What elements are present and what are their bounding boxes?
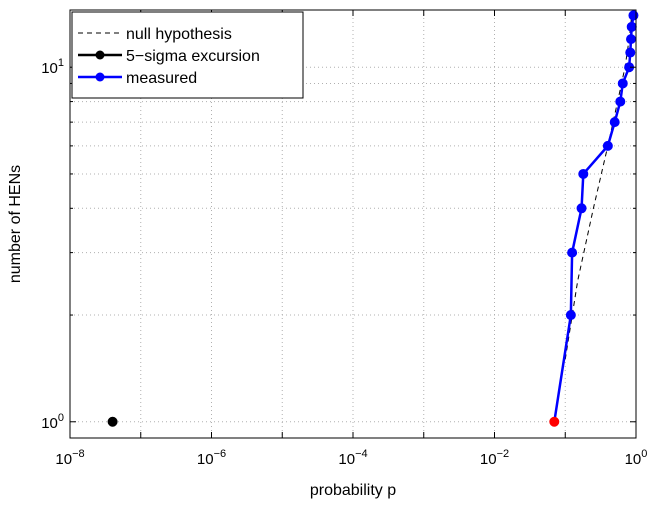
data-point-measured [576, 203, 587, 214]
x-tick-label: 10−2 [480, 448, 509, 468]
data-point-measured [628, 10, 639, 21]
x-tick-label: 10−6 [197, 448, 226, 468]
y-axis-title: number of HENs [7, 165, 24, 283]
data-point-measured [626, 34, 637, 45]
data-point-measured [626, 21, 637, 32]
legend-swatch-marker [95, 50, 105, 60]
x-axis-title: probability p [310, 482, 396, 499]
x-tick-label: 10−4 [338, 448, 367, 468]
data-point-measured [578, 168, 589, 179]
data-point-measured [567, 247, 578, 258]
data-point-measured [565, 310, 576, 321]
series-layer [107, 10, 639, 427]
data-point-measured [602, 140, 613, 151]
ticks: 10−8 10−6 10−4 10−2 100 100 101 [41, 10, 647, 468]
legend-label: null hypothesis [126, 26, 232, 43]
legend-label: 5−sigma excursion [126, 48, 260, 65]
data-point-measured [609, 117, 620, 128]
x-tick-label: 100 [625, 448, 648, 468]
y-tick-label: 101 [41, 57, 64, 77]
x-tick-label: 10−8 [55, 448, 84, 468]
data-point-measured [625, 47, 636, 58]
data-point-measured [617, 78, 628, 89]
data-point-measured [615, 96, 626, 107]
data-point-5-sigma [107, 416, 118, 427]
y-tick-label: 100 [41, 412, 64, 432]
legend: null hypothesis 5−sigma excursion measured [71, 11, 304, 99]
data-point-measured [549, 416, 560, 427]
series-null-hypothesis-line [564, 15, 633, 360]
legend-label: measured [126, 70, 197, 87]
legend-swatch-marker [95, 72, 105, 82]
